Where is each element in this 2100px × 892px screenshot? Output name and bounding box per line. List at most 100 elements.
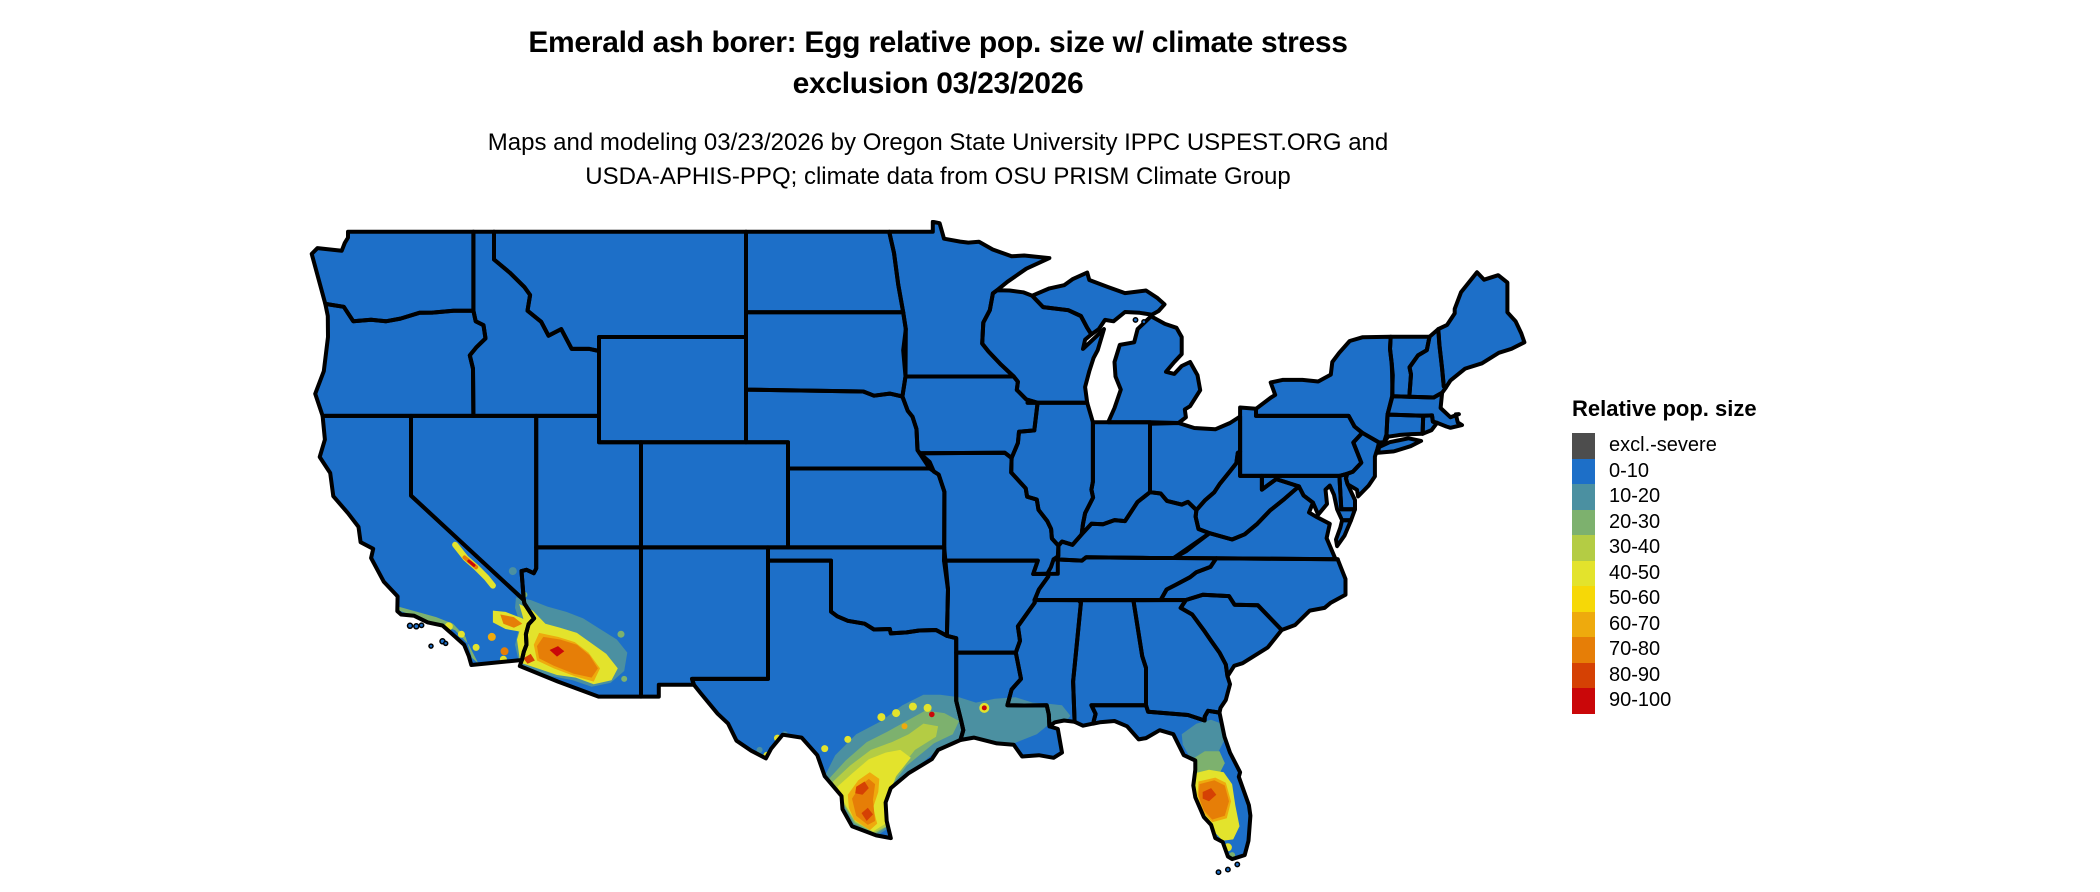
state-border [517,545,643,699]
state-shape [1378,438,1422,453]
state-shape [1173,486,1338,560]
legend-swatch [1572,433,1595,459]
state-shape [1180,594,1282,677]
legend-item: 80-90 [1572,662,1757,688]
figure-title-line-2: exclusion 03/23/2026 [792,67,1084,100]
legend-swatch [1572,611,1595,637]
raster-dot-40-50 [923,703,932,712]
legend-swatch [1572,662,1595,688]
us-map-svg [309,220,1527,876]
state-border [1030,270,1167,337]
state-shape [1438,272,1525,388]
state-shape [919,452,1059,574]
legend-item-label: 90-100 [1609,689,1672,712]
legend-item-label: 30-40 [1609,536,1661,559]
state-shape [641,547,768,697]
state-shape [1339,473,1355,510]
state-shape [315,303,486,416]
legend-swatch [1572,637,1595,663]
raster-arc-90-100 [467,559,476,567]
legend-item-label: excl.-severe [1609,434,1717,457]
legend-item: 30-40 [1572,535,1757,561]
legend-swatch [1572,509,1595,535]
raster-dot-60-70 [901,723,908,730]
state-shape [1422,415,1438,434]
legend-item: 50-60 [1572,586,1757,612]
figure-subtitle-line-1: Maps and modeling 03/23/2026 by Oregon S… [487,129,1389,156]
state-shape [746,231,904,313]
legend-item: 40-50 [1572,560,1757,586]
state-shape [536,415,641,548]
state-border [1158,556,1348,632]
legend-item-label: 60-70 [1609,612,1661,635]
raster-dot-40-50 [908,702,917,711]
state-shape [411,415,537,600]
state-border [1089,703,1253,862]
raster-dot-60-70 [487,632,496,641]
raster-dot-90-100 [929,711,935,718]
legend-swatch [1572,458,1595,484]
raster-dot-90-100 [981,705,987,711]
raster-dot-40-50 [892,709,901,718]
state-shape [641,442,788,548]
island-dot [1132,316,1139,323]
state-shape [319,415,535,665]
state-border [1106,314,1203,425]
raster-dot-40-50 [457,630,465,638]
state-shape [944,560,1049,653]
state-shape [788,468,945,548]
raster-region-70-80 [1198,780,1229,820]
state-shape [469,231,599,416]
state-border [1376,436,1424,455]
raster-dot-40-50 [844,735,852,743]
legend-items: excl.-severe 0-10 10-20 20-30 30-40 40-50 50-6… [1572,433,1757,714]
state-border [1436,270,1527,390]
legend-item: 70-80 [1572,637,1757,663]
state-shape [1387,392,1462,428]
state-shape [1032,272,1165,335]
legend-swatch [1572,688,1595,714]
legend-title: Relative pop. size [1572,396,1757,421]
state-shape [494,231,746,351]
state-shape [1133,600,1230,721]
legend-item-label: 70-80 [1609,638,1661,661]
legend-item-label: 20-30 [1609,510,1661,533]
raster-dot-70-80 [500,647,509,656]
island-layer [406,316,1241,876]
state-shape [768,547,948,636]
island-dot [413,623,420,630]
island-dot [1215,869,1222,876]
state-shape [1256,336,1393,443]
island-dot [428,643,434,649]
legend-item: 90-100 [1572,688,1757,714]
state-shape [1073,600,1146,726]
raster-dot-40-50 [821,745,829,753]
legend-item: excl.-severe [1572,433,1757,459]
legend-swatch [1572,484,1595,510]
state-shape [746,312,906,397]
legend-item-label: 80-90 [1609,663,1661,686]
state-border [887,220,1052,379]
island-dot [406,622,414,630]
island-dot [418,622,425,629]
state-shape [1053,492,1210,561]
state-shape [1034,557,1217,600]
state-shape [1240,407,1363,476]
raster-dot-10-20 [756,746,763,753]
legend-item: 20-30 [1572,509,1757,535]
figure-subtitle-line-2: USDA-APHIS-PPQ; climate data from OSU PR… [585,163,1291,190]
state-border-layer [309,220,1527,862]
state-shape [746,389,930,469]
legend-swatch [1572,560,1595,586]
raster-dot-40-50 [472,643,480,651]
us-map [306,220,1530,892]
legend-item-label: 40-50 [1609,561,1661,584]
legend-item: 10-20 [1572,484,1757,510]
raster-region-80-90 [855,781,869,795]
raster-region-90-100 [549,646,565,657]
island-dot [1141,319,1147,325]
raster-region-80-90 [1202,788,1217,802]
state-shape [1011,402,1094,546]
raster-dot-20-30 [621,675,628,682]
figure-subtitle: Maps and modeling 03/23/2026 by Oregon S… [288,126,1588,194]
